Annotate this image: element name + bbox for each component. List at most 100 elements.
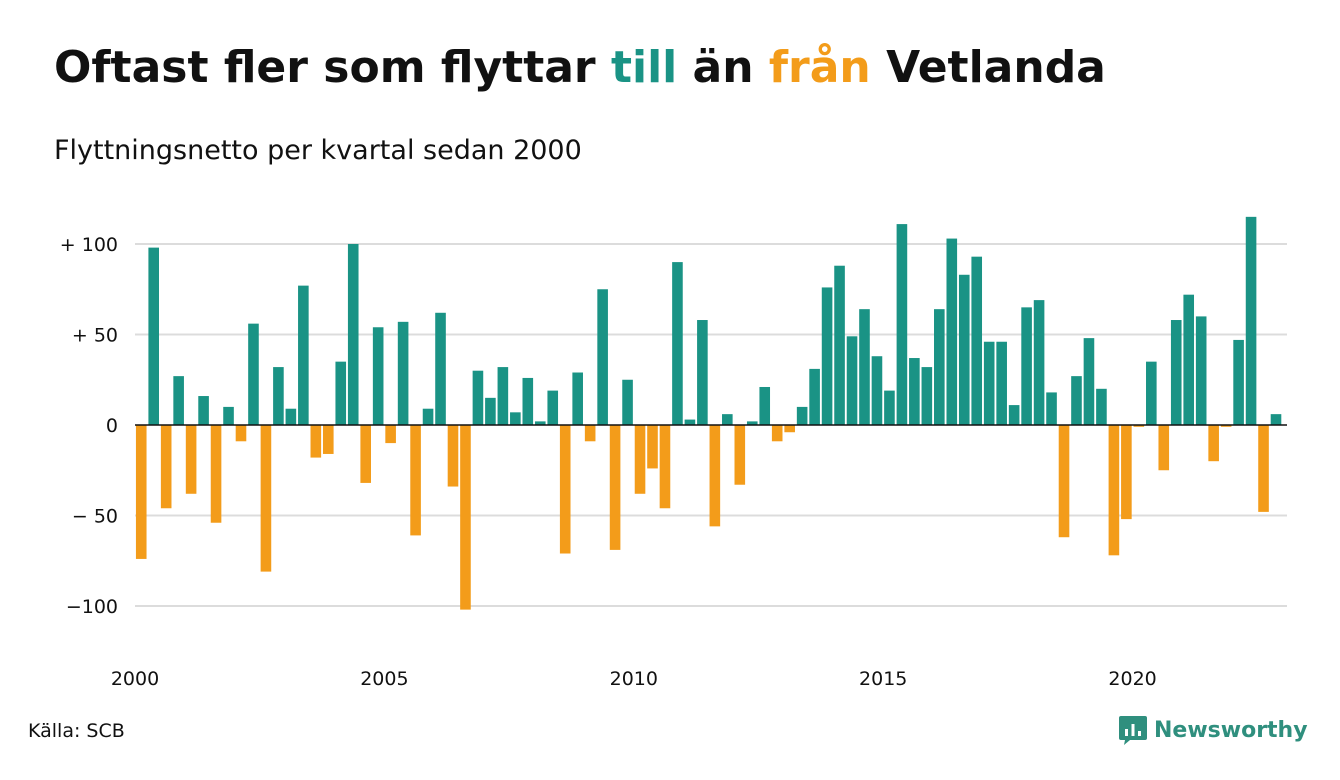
bar-2004K2 xyxy=(347,244,359,425)
bar-2022K1 xyxy=(1233,339,1244,425)
bar-2012K3 xyxy=(759,386,771,425)
bar-2007K4 xyxy=(522,377,534,425)
x-tick-label: 2020 xyxy=(1108,668,1156,690)
brand-logo: Newsworthy xyxy=(1118,712,1308,748)
x-tick-label: 2015 xyxy=(859,668,907,690)
bar-2007K3 xyxy=(510,412,521,425)
brand-name: Newsworthy xyxy=(1154,717,1308,743)
x-tick-label: 2010 xyxy=(610,668,658,690)
bar-2004K4 xyxy=(372,327,384,425)
bar-2002K4 xyxy=(273,367,284,425)
y-tick-label: −100 xyxy=(66,596,118,618)
y-tick-label: + 50 xyxy=(72,325,118,347)
bar-2014K1 xyxy=(834,265,845,425)
bar-2012K4 xyxy=(771,425,783,442)
bar-2021K2 xyxy=(1195,316,1207,425)
bar-2003K1 xyxy=(285,408,297,425)
title-part-2: än xyxy=(677,42,769,93)
y-tick-label: + 100 xyxy=(60,234,118,256)
bar-2001K1 xyxy=(185,425,197,494)
bar-2012K2 xyxy=(746,421,758,425)
bar-2013K3 xyxy=(809,368,820,425)
bar-2016K1 xyxy=(934,309,945,425)
y-axis-labels: + 100 + 50 0 − 50 −100 xyxy=(60,234,118,618)
bar-2008K2 xyxy=(547,390,559,425)
chart-subtitle: Flyttningsnetto per kvartal sedan 2000 xyxy=(54,135,582,166)
bar-2003K2 xyxy=(298,285,309,425)
bar-2019K3 xyxy=(1108,425,1120,556)
bar-2019K2 xyxy=(1096,388,1107,425)
bar-2000K1 xyxy=(135,425,147,559)
bar-2002K1 xyxy=(235,425,247,442)
title-part-3: Vetlanda xyxy=(870,42,1106,93)
bar-2010K3 xyxy=(659,425,671,509)
bar-2019K4 xyxy=(1121,425,1132,520)
bar-2010K2 xyxy=(647,425,658,469)
source-note: Källa: SCB xyxy=(28,720,125,742)
bar-2011K1 xyxy=(684,419,696,425)
title-part-1: Oftast fler som flyttar xyxy=(54,42,611,93)
bar-2005K4 xyxy=(422,408,434,425)
bar-2017K2 xyxy=(996,341,1007,425)
bar-2018K1 xyxy=(1033,300,1045,425)
bar-2021K1 xyxy=(1183,294,1195,425)
chart-title: Oftast fler som flyttar till än från Vet… xyxy=(54,42,1106,93)
bar-2007K2 xyxy=(497,367,509,425)
bar-2006K2 xyxy=(447,425,459,487)
bar-2015K1 xyxy=(884,390,895,425)
bar-2000K3 xyxy=(160,425,172,509)
bar-2013K2 xyxy=(796,406,808,425)
bar-2008K4 xyxy=(572,372,583,425)
bar-2022K2 xyxy=(1245,216,1257,425)
bar-2016K2 xyxy=(946,238,958,425)
bar-2001K2 xyxy=(198,396,209,425)
bar-2002K3 xyxy=(260,425,272,572)
bar-2018K4 xyxy=(1071,376,1082,425)
bar-2009K1 xyxy=(584,425,596,442)
bar-2009K3 xyxy=(609,425,621,550)
title-highlight-fran: från xyxy=(768,42,871,93)
bar-2001K3 xyxy=(210,425,222,523)
x-tick-label: 2005 xyxy=(360,668,408,690)
bar-2004K3 xyxy=(360,425,371,483)
bars xyxy=(135,216,1282,610)
bar-2017K1 xyxy=(983,341,995,425)
bar-2006K1 xyxy=(435,312,446,425)
bar-2003K4 xyxy=(322,425,334,454)
bar-2015K2 xyxy=(896,224,908,425)
bar-2014K3 xyxy=(859,309,870,425)
bar-2013K4 xyxy=(821,287,833,425)
bar-2011K4 xyxy=(722,414,733,425)
bar-2019K1 xyxy=(1083,338,1095,425)
bar-2009K4 xyxy=(622,379,633,425)
bar-2015K4 xyxy=(921,367,933,425)
bar-2018K3 xyxy=(1058,425,1070,538)
x-tick-label: 2000 xyxy=(111,668,159,690)
bar-2000K4 xyxy=(173,376,184,425)
bar-2005K2 xyxy=(397,321,409,425)
bar-2016K3 xyxy=(958,274,970,425)
bar-2018K2 xyxy=(1046,392,1057,425)
bar-2007K1 xyxy=(485,397,496,425)
bar-2006K3 xyxy=(460,425,471,610)
bar-2021K4 xyxy=(1220,425,1232,427)
bar-2004K1 xyxy=(335,361,347,425)
y-tick-label: 0 xyxy=(106,415,118,437)
bar-2021K3 xyxy=(1208,425,1219,462)
bar-2012K1 xyxy=(734,425,746,485)
bar-2013K1 xyxy=(784,425,795,433)
bar-2005K3 xyxy=(410,425,421,536)
bar-2009K2 xyxy=(597,289,608,425)
bar-2010K4 xyxy=(672,262,683,425)
bar-2006K4 xyxy=(472,370,484,425)
bar-2020K4 xyxy=(1170,320,1182,425)
bar-2011K3 xyxy=(709,425,721,527)
bar-2020K1 xyxy=(1133,425,1145,427)
bar-2002K2 xyxy=(248,323,259,425)
bar-2014K2 xyxy=(846,336,858,425)
bar-2022K4 xyxy=(1270,414,1282,425)
bar-2017K3 xyxy=(1008,405,1020,425)
bar-2008K1 xyxy=(534,421,546,425)
bar-2010K1 xyxy=(634,425,646,494)
bar-2017K4 xyxy=(1021,307,1032,425)
